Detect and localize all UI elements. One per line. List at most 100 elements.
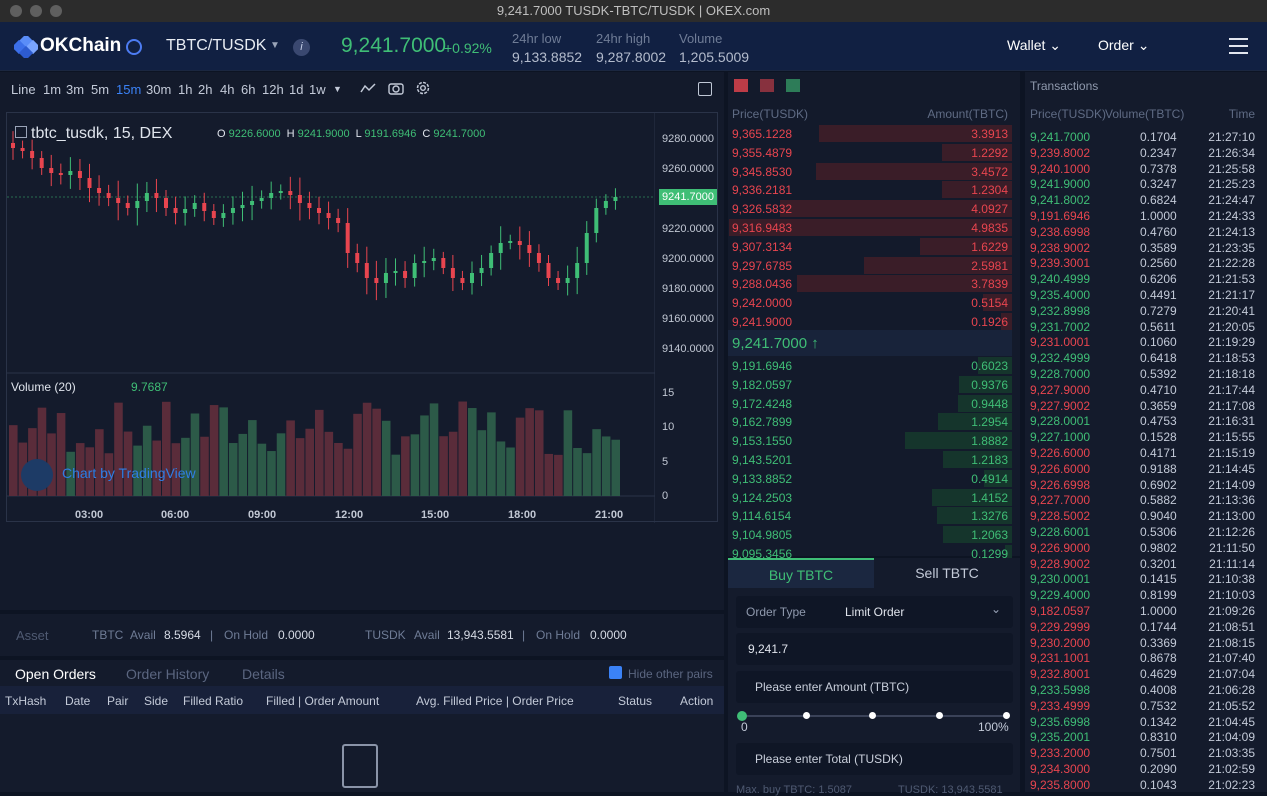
depth-bar	[938, 413, 1012, 431]
volume-bar	[544, 453, 554, 496]
depth-bar	[904, 432, 1012, 450]
tradingview-attribution[interactable]: Chart by TradingView	[62, 465, 196, 481]
book-price: 9,355.4879	[732, 145, 793, 160]
book-row[interactable]: 9,355.4879 1.2292	[728, 143, 1012, 162]
slider-step[interactable]	[936, 712, 943, 719]
indicator-icon[interactable]	[360, 82, 376, 96]
slider-handle[interactable]	[737, 711, 747, 721]
timeframe-12h[interactable]: 12h	[262, 82, 284, 97]
order-type-select[interactable]: Order Type Limit Order ⌄	[736, 596, 1013, 628]
info-icon[interactable]: i	[293, 39, 310, 56]
tradingview-logo-icon[interactable]	[21, 459, 53, 491]
slider-step[interactable]	[803, 712, 810, 719]
book-row[interactable]: 9,191.6946 0.6023	[728, 356, 1012, 375]
camera-icon[interactable]	[388, 81, 404, 95]
globe-icon[interactable]	[126, 39, 142, 55]
zoom-window-button[interactable]	[50, 5, 62, 17]
book-row[interactable]: 9,241.9000 0.1926	[728, 312, 1012, 331]
hide-pairs-checkbox[interactable]	[609, 666, 622, 679]
book-row[interactable]: 9,124.2503 1.4152	[728, 488, 1012, 507]
timeframe-30m[interactable]: 30m	[146, 82, 172, 97]
timeframe-1d[interactable]: 1d	[289, 82, 304, 97]
pair-selector[interactable]: TBTC/TUSDK	[166, 37, 267, 54]
fullscreen-icon[interactable]	[698, 82, 712, 96]
candle	[470, 273, 474, 283]
tx-row: 9,226.9000 0.9802 21:11:50	[1025, 540, 1267, 556]
caret-down-icon[interactable]: ▼	[270, 40, 280, 51]
hamburger-menu-icon[interactable]	[1229, 38, 1248, 55]
tx-volume: 0.8310	[1140, 730, 1177, 745]
book-row[interactable]: 9,143.5201 1.2183	[728, 450, 1012, 469]
timeframe-1w[interactable]: 1w	[309, 82, 326, 97]
book-price: 9,242.0000	[732, 296, 793, 311]
book-row[interactable]: 9,162.7899 1.2954	[728, 412, 1012, 431]
book-both-icon[interactable]	[734, 79, 748, 92]
chevron-down-icon: ⌄	[1049, 37, 1062, 53]
candle	[230, 208, 235, 213]
book-row[interactable]: 9,316.9483 4.9835	[728, 218, 1012, 237]
book-price: 9,153.1550	[732, 434, 793, 449]
book-row[interactable]: 9,133.8852 0.4914	[728, 469, 1012, 488]
slider-step[interactable]	[869, 712, 876, 719]
book-row[interactable]: 9,326.5832 4.0927	[728, 199, 1012, 218]
timeframe-line[interactable]: Line	[11, 82, 36, 97]
gear-icon[interactable]	[415, 80, 431, 96]
candle	[173, 208, 178, 213]
depth-bar	[942, 143, 1012, 161]
tx-time: 21:15:19	[1208, 446, 1255, 460]
brand-name[interactable]: OKChain	[40, 35, 122, 56]
book-row[interactable]: 9,114.6154 1.3276	[728, 506, 1012, 525]
book-row[interactable]: 9,153.1550 1.8882	[728, 431, 1012, 450]
timeframe-2h[interactable]: 2h	[198, 82, 213, 97]
tab-open-orders[interactable]: Open Orders	[15, 666, 96, 682]
book-bids-icon[interactable]	[786, 79, 800, 92]
book-row[interactable]: 9,336.2181 1.2304	[728, 180, 1012, 199]
book-row[interactable]: 9,345.8530 3.4572	[728, 162, 1012, 181]
tx-volume: 0.7532	[1140, 698, 1177, 713]
slider-step[interactable]	[1003, 712, 1010, 719]
volume-bar	[515, 417, 525, 496]
timeframe-3m[interactable]: 3m	[66, 82, 85, 97]
tx-time: 21:20:41	[1208, 303, 1255, 318]
total-input[interactable]: Please enter Total (TUSDK)	[736, 743, 1013, 775]
timeframe-1m[interactable]: 1m	[43, 82, 62, 97]
book-asks-icon[interactable]	[760, 79, 774, 92]
book-row[interactable]: 9,182.0597 0.9376	[728, 375, 1012, 394]
book-row[interactable]: 9,288.0436 3.7839	[728, 274, 1012, 293]
price-input[interactable]: 9,241.7	[736, 633, 1013, 665]
timeframe-4h[interactable]: 4h	[220, 82, 235, 97]
amount-input[interactable]: Please enter Amount (TBTC)	[736, 671, 1013, 703]
tab-order-history[interactable]: Order History	[126, 666, 210, 682]
minimize-window-button[interactable]	[30, 5, 42, 17]
tx-volume: 0.8199	[1140, 588, 1177, 603]
volume-bar	[611, 439, 620, 496]
timeframe-1h[interactable]: 1h	[178, 82, 193, 97]
tx-row: 9,232.8998 0.7279 21:20:41	[1025, 303, 1267, 319]
timeframe-bar: Line 1m 3m 5m 15m 30m 1h 2h 4h 6h 12h 1d 1w ▼	[0, 72, 724, 106]
tx-row: 9,235.6998 0.1342 21:04:45	[1025, 714, 1267, 730]
tab-buy[interactable]: Buy TBTC	[728, 558, 874, 588]
tx-volume: 0.6902	[1140, 477, 1177, 492]
book-row[interactable]: 9,095.3456 0.1299	[728, 544, 1012, 563]
book-row[interactable]: 9,365.1228 3.3913	[728, 124, 1012, 143]
close-window-button[interactable]	[10, 5, 22, 17]
book-row[interactable]: 9,307.3134 1.6229	[728, 237, 1012, 256]
book-col-amount: Amount(TBTC)	[927, 107, 1008, 121]
book-row[interactable]: 9,297.6785 2.5981	[728, 256, 1012, 275]
book-row[interactable]: 9,242.0000 0.5154	[728, 293, 1012, 312]
timeframe-15m[interactable]: 15m	[116, 82, 142, 97]
book-row[interactable]: 9,172.4248 0.9448	[728, 394, 1012, 413]
tab-sell[interactable]: Sell TBTC	[915, 565, 979, 581]
tab-details[interactable]: Details	[242, 666, 285, 682]
tx-row: 9,233.2000 0.7501 21:03:35	[1025, 745, 1267, 761]
tx-time: 21:17:44	[1208, 382, 1255, 397]
book-amount: 1.2954	[971, 415, 1008, 430]
order-menu[interactable]: Order ⌄	[1098, 37, 1150, 53]
wallet-menu[interactable]: Wallet ⌄	[1007, 37, 1062, 53]
timeframe-6h[interactable]: 6h	[241, 82, 256, 97]
timeframe-5m[interactable]: 5m	[91, 82, 110, 97]
tradingview-chart[interactable]: tbtc_tusdk, 15, DEX O 9226.6000 H 9241.90…	[6, 112, 718, 523]
hide-pairs-label[interactable]: Hide other pairs	[628, 667, 713, 681]
book-row[interactable]: 9,104.9805 1.2063	[728, 525, 1012, 544]
timeframe-caret-icon[interactable]: ▼	[333, 84, 342, 94]
